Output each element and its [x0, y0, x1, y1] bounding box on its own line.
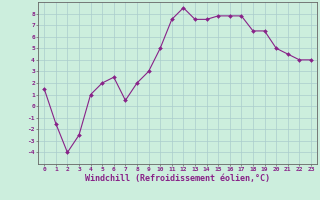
X-axis label: Windchill (Refroidissement éolien,°C): Windchill (Refroidissement éolien,°C)	[85, 174, 270, 183]
